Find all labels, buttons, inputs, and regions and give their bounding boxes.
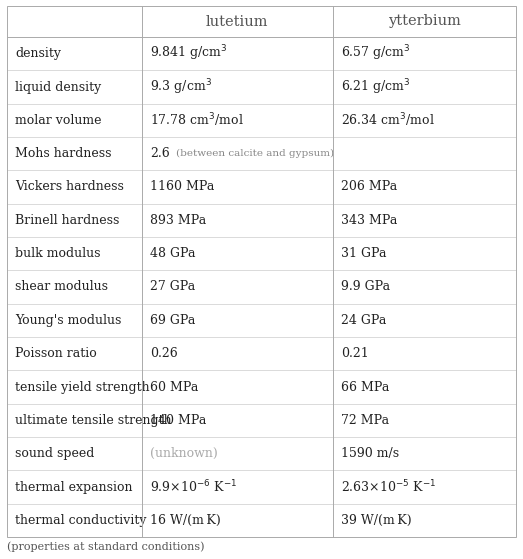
- Text: 26.34 cm$^3$/mol: 26.34 cm$^3$/mol: [341, 112, 435, 129]
- Text: thermal expansion: thermal expansion: [15, 481, 132, 494]
- Text: sound speed: sound speed: [15, 447, 94, 460]
- Text: Brinell hardness: Brinell hardness: [15, 214, 119, 227]
- Text: lutetium: lutetium: [206, 15, 269, 29]
- Text: ultimate tensile strength: ultimate tensile strength: [15, 414, 172, 427]
- Text: 6.57 g/cm$^3$: 6.57 g/cm$^3$: [341, 44, 411, 64]
- Text: 69 GPa: 69 GPa: [150, 314, 195, 327]
- Text: ytterbium: ytterbium: [388, 15, 461, 29]
- Text: 6.21 g/cm$^3$: 6.21 g/cm$^3$: [341, 77, 410, 97]
- Text: (between calcite and gypsum): (between calcite and gypsum): [176, 149, 334, 158]
- Text: tensile yield strength: tensile yield strength: [15, 381, 150, 394]
- Text: Mohs hardness: Mohs hardness: [15, 147, 111, 160]
- Text: Young's modulus: Young's modulus: [15, 314, 121, 327]
- Text: 9.9 GPa: 9.9 GPa: [341, 281, 390, 293]
- Text: (properties at standard conditions): (properties at standard conditions): [7, 541, 204, 552]
- Text: 16 W/(m K): 16 W/(m K): [150, 514, 221, 527]
- Text: 1590 m/s: 1590 m/s: [341, 447, 399, 460]
- Text: liquid density: liquid density: [15, 80, 101, 93]
- Text: 24 GPa: 24 GPa: [341, 314, 386, 327]
- Text: thermal conductivity: thermal conductivity: [15, 514, 146, 527]
- Text: 893 MPa: 893 MPa: [150, 214, 206, 227]
- Text: 9.9×10$^{-6}$ K$^{-1}$: 9.9×10$^{-6}$ K$^{-1}$: [150, 479, 237, 495]
- Text: 0.21: 0.21: [341, 347, 369, 360]
- Text: 2.63×10$^{-5}$ K$^{-1}$: 2.63×10$^{-5}$ K$^{-1}$: [341, 479, 436, 495]
- Text: molar volume: molar volume: [15, 114, 101, 127]
- Text: 0.26: 0.26: [150, 347, 178, 360]
- Text: 39 W/(m K): 39 W/(m K): [341, 514, 412, 527]
- Text: density: density: [15, 47, 61, 60]
- Text: (unknown): (unknown): [150, 447, 218, 460]
- Text: Poisson ratio: Poisson ratio: [15, 347, 97, 360]
- Text: 140 MPa: 140 MPa: [150, 414, 206, 427]
- Text: 1160 MPa: 1160 MPa: [150, 181, 214, 193]
- Text: 343 MPa: 343 MPa: [341, 214, 397, 227]
- Text: 31 GPa: 31 GPa: [341, 247, 386, 260]
- Text: Vickers hardness: Vickers hardness: [15, 181, 124, 193]
- Text: 60 MPa: 60 MPa: [150, 381, 198, 394]
- Text: 206 MPa: 206 MPa: [341, 181, 397, 193]
- Text: 2.6: 2.6: [150, 147, 169, 160]
- Text: bulk modulus: bulk modulus: [15, 247, 100, 260]
- Text: 9.3 g/cm$^3$: 9.3 g/cm$^3$: [150, 77, 212, 97]
- Text: 27 GPa: 27 GPa: [150, 281, 195, 293]
- Text: 72 MPa: 72 MPa: [341, 414, 389, 427]
- Text: shear modulus: shear modulus: [15, 281, 108, 293]
- Text: 66 MPa: 66 MPa: [341, 381, 389, 394]
- Text: 17.78 cm$^3$/mol: 17.78 cm$^3$/mol: [150, 112, 244, 129]
- Text: 9.841 g/cm$^3$: 9.841 g/cm$^3$: [150, 44, 227, 64]
- Text: 48 GPa: 48 GPa: [150, 247, 196, 260]
